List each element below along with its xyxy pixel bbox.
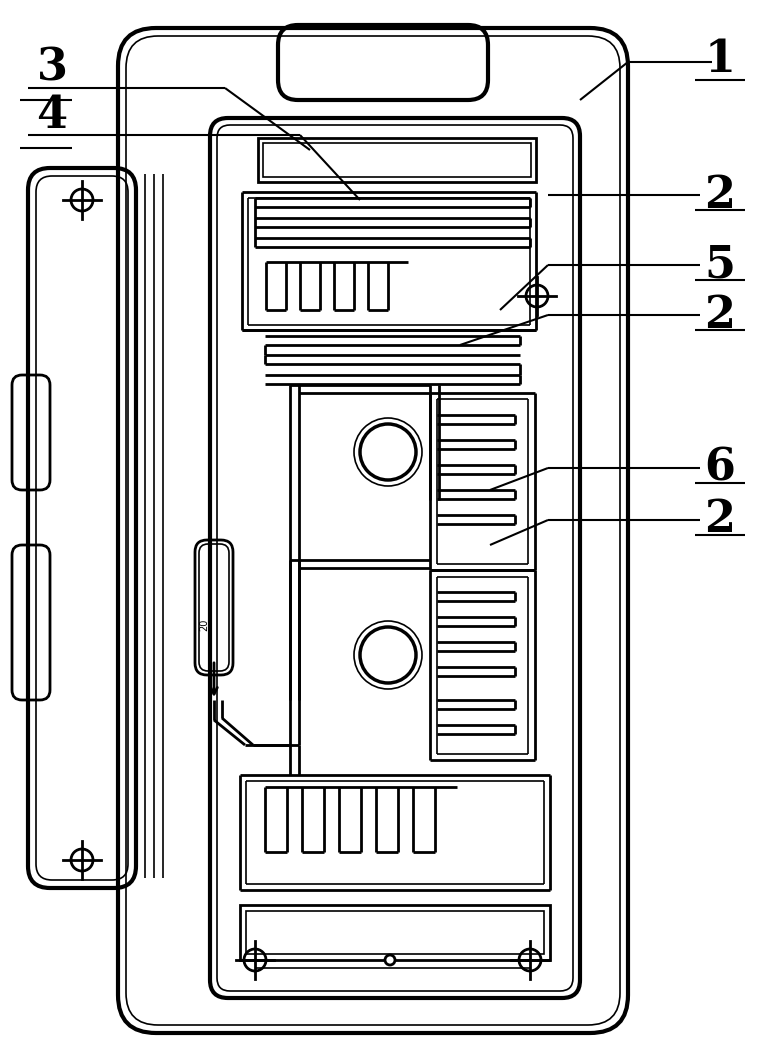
Circle shape [360,627,416,683]
Text: 1: 1 [704,38,735,82]
Text: 20: 20 [199,618,209,631]
Text: 5: 5 [704,244,735,287]
Text: 2: 2 [704,499,735,541]
Bar [240,905,550,961]
Text: 4: 4 [36,93,67,137]
Circle shape [360,424,416,480]
Text: 2: 2 [704,174,735,216]
Bar [246,911,544,954]
Text: 2: 2 [704,293,735,337]
Bar [258,138,536,182]
Text: 3: 3 [36,47,67,90]
Bar [263,143,531,177]
Text: 6: 6 [704,447,735,489]
Circle shape [385,955,395,965]
